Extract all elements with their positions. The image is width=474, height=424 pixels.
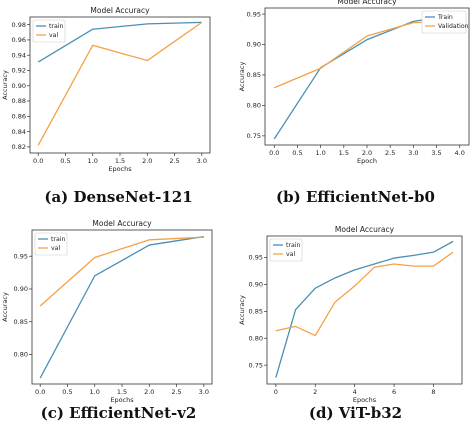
caption-efficientnet-b0: (b) EfficientNet-b0 [276, 188, 435, 206]
y-tick-label: 0.95 [249, 254, 263, 262]
y-tick-label: 0.90 [249, 281, 263, 289]
y-tick-label: 0.94 [12, 51, 26, 59]
x-tick-label: 2.5 [171, 388, 181, 396]
chart-title: Model Accuracy [335, 225, 395, 234]
x-tick-label: 2 [313, 388, 317, 396]
y-tick-label: 0.92 [12, 67, 26, 75]
y-tick-label: 0.85 [249, 308, 263, 316]
chart-title: Model Accuracy [337, 0, 397, 6]
legend: Train Validation [421, 10, 469, 34]
x-tick-label: 2.0 [362, 149, 372, 157]
x-axis-label: Epochs [108, 165, 132, 173]
x-tick-label: 2.0 [144, 388, 154, 396]
line-chart-densenet-121: Model Accuracy 0.0 0.5 1.0 1.5 2.0 2.5 3.0 0.82 0… [1, 6, 211, 173]
x-tick-label: 1.0 [90, 388, 100, 396]
y-tick-label: 0.98 [12, 21, 26, 29]
x-tick-label: 1.0 [88, 157, 98, 165]
y-tick-label: 0.84 [12, 128, 26, 136]
y-tick-label: 0.75 [247, 132, 261, 140]
x-tick-label: 2.5 [385, 149, 395, 157]
series-line-val [275, 251, 454, 337]
chart-panel-densenet-121: Model Accuracy 0.0 0.5 1.0 1.5 2.0 2.5 3.0 0.82 0… [0, 0, 237, 212]
y-tick-label: 0.85 [247, 71, 261, 79]
y-tick-label: 0.96 [12, 36, 26, 44]
legend-label-train: train [49, 23, 63, 30]
x-tick-label: 1.5 [117, 388, 127, 396]
x-tick-label: 4 [353, 388, 357, 396]
y-tick-label: 0.95 [14, 252, 28, 260]
legend-label-val: val [49, 32, 58, 39]
y-axis-label: Accuracy [1, 292, 9, 322]
line-chart-efficientnet-b0: Model Accuracy 0.0 0.5 1.0 1.5 2.0 2.5 3.0 3.5 4.… [238, 0, 470, 165]
x-tick-label: 6 [392, 388, 396, 396]
legend-label-train: Train [437, 14, 453, 21]
series-line-val [37, 21, 203, 146]
x-axis-label: Epoch [357, 157, 377, 165]
series-line-val [39, 236, 204, 307]
legend: train val [32, 19, 66, 43]
y-tick-label: 0.90 [247, 41, 261, 49]
y-axis-label: Accuracy [238, 295, 246, 325]
x-tick-label: 0.0 [35, 388, 45, 396]
chart-panel-efficientnet-v2: Model Accuracy 0.0 0.5 1.0 1.5 2.0 2.5 3.0 0.80 0… [0, 212, 237, 424]
series-line-train [37, 21, 202, 63]
legend-label-val: val [286, 251, 295, 258]
chart-panel-efficientnet-b0: Model Accuracy 0.0 0.5 1.0 1.5 2.0 2.5 3.0 3.5 4.… [237, 0, 474, 212]
x-tick-label: 0.5 [60, 157, 70, 165]
y-tick-label: 0.80 [14, 351, 28, 359]
legend-label-val: val [51, 245, 60, 252]
x-tick-label: 0.0 [269, 149, 279, 157]
x-tick-label: 3.5 [431, 149, 441, 157]
x-axis-label: Epochs [110, 396, 134, 404]
line-chart-efficientnet-v2: Model Accuracy 0.0 0.5 1.0 1.5 2.0 2.5 3.0 0.80 0… [1, 219, 213, 404]
y-axis-label: Accuracy [238, 62, 246, 92]
legend: train val [34, 232, 68, 256]
series-line-train [275, 240, 454, 378]
chart-panel-vit-b32: Model Accuracy 0 2 4 6 8 0.75 0.80 0.85 0.90 0.95 E… [237, 212, 474, 424]
x-tick-label: 0.0 [33, 157, 43, 165]
x-tick-label: 1.0 [315, 149, 325, 157]
y-tick-label: 0.90 [14, 285, 28, 293]
x-tick-label: 4.0 [455, 149, 465, 157]
x-tick-label: 3.0 [197, 157, 207, 165]
legend-label-train: train [51, 236, 65, 243]
chart-title: Model Accuracy [92, 219, 152, 228]
y-tick-label: 0.75 [249, 361, 263, 369]
y-tick-label: 0.90 [12, 82, 26, 90]
y-tick-label: 0.88 [12, 97, 26, 105]
x-tick-label: 1.5 [115, 157, 125, 165]
x-tick-label: 0.5 [62, 388, 72, 396]
legend-label-validation: Validation [438, 23, 469, 30]
chart-title: Model Accuracy [90, 6, 150, 15]
y-tick-label: 0.82 [12, 143, 26, 151]
x-axis-label: Epochs [353, 396, 377, 404]
x-tick-label: 3.0 [199, 388, 209, 396]
x-tick-label: 8 [431, 388, 435, 396]
caption-efficientnet-v2: (c) EfficientNet-v2 [40, 404, 197, 422]
legend-label-train: train [286, 242, 300, 249]
y-tick-label: 0.95 [247, 10, 261, 18]
x-tick-label: 0 [274, 388, 278, 396]
y-tick-label: 0.86 [12, 113, 26, 121]
caption-vit-b32: (d) ViT-b32 [308, 404, 403, 422]
y-tick-label: 0.85 [14, 318, 28, 326]
x-tick-label: 2.5 [169, 157, 179, 165]
x-tick-label: 0.5 [292, 149, 302, 157]
x-tick-label: 1.5 [339, 149, 349, 157]
line-chart-vit-b32: Model Accuracy 0 2 4 6 8 0.75 0.80 0.85 0.90 0.95 E… [238, 225, 463, 404]
plot-frame [266, 235, 463, 385]
caption-densenet-121: (a) DenseNet-121 [44, 188, 193, 206]
legend: train val [269, 238, 303, 262]
y-axis-label: Accuracy [1, 70, 9, 100]
x-tick-label: 3.0 [408, 149, 418, 157]
y-tick-label: 0.80 [247, 102, 261, 110]
x-tick-label: 2.0 [142, 157, 152, 165]
y-tick-label: 0.80 [249, 334, 263, 342]
series-line-train [39, 235, 204, 379]
